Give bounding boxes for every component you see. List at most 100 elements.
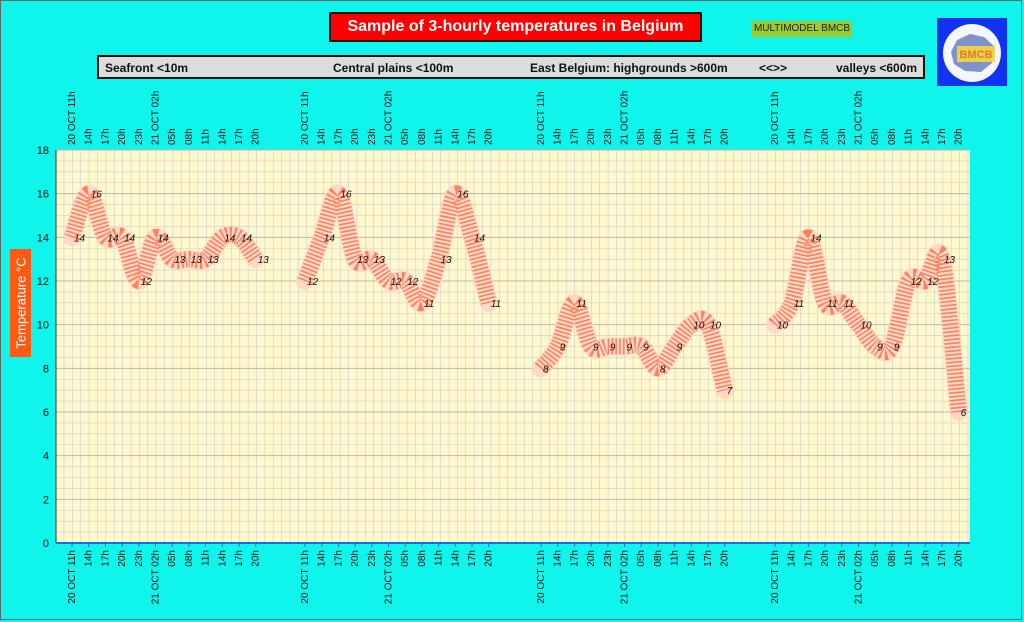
x-tick-label-top: 20h <box>350 128 361 145</box>
region-legend-bar: Seafront <10m Central plains <100m East … <box>97 55 925 79</box>
x-tick-label-top: 05h <box>870 128 881 145</box>
legend-east-belgium: East Belgium: highgrounds >600m <box>530 61 728 75</box>
x-tick-label-bottom: 08h <box>653 550 664 567</box>
x-tick-label-bottom: 17h <box>100 550 111 567</box>
x-tick-label-bottom: 17h <box>803 550 814 567</box>
x-tick-label-bottom: 23h <box>134 550 145 567</box>
x-tick-label-top: 20h <box>251 128 262 145</box>
x-tick-label-bottom: 14h <box>686 550 697 567</box>
logo-text: BMCB <box>960 49 993 61</box>
y-tick-label: 0 <box>43 538 49 550</box>
data-label: 8 <box>543 364 549 375</box>
x-tick-label-bottom: 20 OCT 11h <box>300 550 311 604</box>
data-label: 14 <box>158 233 170 244</box>
x-tick-label-bottom: 14h <box>450 550 461 567</box>
x-tick-label-top: 17h <box>569 128 580 145</box>
model-badge: MULTIMODEL BMCB <box>752 21 852 37</box>
x-tick-label-top: 20 OCT 11h <box>536 91 547 145</box>
data-label: 9 <box>677 343 683 354</box>
x-tick-label-bottom: 20 OCT 11h <box>536 550 547 604</box>
data-label: 11 <box>576 299 586 310</box>
data-label: 10 <box>777 321 789 332</box>
x-tick-label-top: 21 OCT 02h <box>384 91 395 145</box>
y-tick-label: 12 <box>37 276 49 288</box>
data-label: 13 <box>191 255 203 266</box>
x-tick-label-top: 14h <box>686 128 697 145</box>
data-label: 13 <box>258 255 270 266</box>
x-tick-label-bottom: 20 OCT 11h <box>770 550 781 604</box>
data-label: 11 <box>491 299 501 310</box>
y-tick-label: 4 <box>43 451 49 463</box>
y-tick-label: 16 <box>37 189 49 201</box>
data-label: 9 <box>593 343 599 354</box>
x-tick-label-bottom: 23h <box>367 550 378 567</box>
x-tick-label-bottom: 17h <box>234 550 245 567</box>
legend-arrows: <<>> <box>759 61 788 75</box>
x-tick-label-bottom: 08h <box>184 550 195 567</box>
x-tick-label-top: 20h <box>954 128 965 145</box>
data-label: 11 <box>827 299 837 310</box>
data-label: 12 <box>141 277 153 288</box>
x-tick-label-top: 23h <box>367 128 378 145</box>
data-label: 13 <box>208 255 220 266</box>
data-label: 14 <box>474 233 486 244</box>
x-tick-label-top: 20 OCT 11h <box>770 91 781 145</box>
x-tick-label-bottom: 17h <box>937 550 948 567</box>
data-label: 13 <box>357 255 369 266</box>
x-tick-label-top: 11h <box>670 129 681 145</box>
x-tick-label-top: 20 OCT 11h <box>67 91 78 145</box>
data-label: 16 <box>91 190 103 201</box>
x-tick-label-bottom: 21 OCT 02h <box>151 550 162 604</box>
data-label: 13 <box>441 255 453 266</box>
data-label: 16 <box>340 190 352 201</box>
y-tick-label: 8 <box>43 363 49 375</box>
data-label: 9 <box>560 343 566 354</box>
x-tick-label-top: 17h <box>803 128 814 145</box>
chart-title: Sample of 3-hourly temperatures in Belgi… <box>329 12 702 42</box>
x-tick-label-bottom: 14h <box>787 550 798 567</box>
data-label: 12 <box>911 277 923 288</box>
x-tick-label-top: 20h <box>117 128 128 145</box>
x-tick-label-top: 23h <box>603 128 614 145</box>
x-tick-label-bottom: 11h <box>434 550 445 566</box>
x-tick-label-top: 17h <box>333 128 344 145</box>
x-tick-label-top: 21 OCT 02h <box>620 91 631 145</box>
data-label: 14 <box>324 233 336 244</box>
x-tick-label-bottom: 20h <box>484 550 495 567</box>
x-tick-label-top: 11h <box>201 129 212 145</box>
data-label: 6 <box>961 408 967 419</box>
series-line <box>534 294 733 393</box>
x-tick-label-top: 14h <box>450 128 461 145</box>
x-tick-label-top: 17h <box>467 128 478 145</box>
y-tick-label: 18 <box>37 145 49 157</box>
x-tick-label-bottom: 14h <box>317 550 328 567</box>
x-tick-label-bottom: 20h <box>350 550 361 567</box>
x-tick-label-top: 05h <box>400 128 411 145</box>
x-tick-label-bottom: 23h <box>837 550 848 567</box>
data-label: 14 <box>107 233 119 244</box>
x-tick-label-top: 17h <box>703 128 714 145</box>
x-tick-label-bottom: 20h <box>117 550 128 567</box>
data-label: 13 <box>374 255 386 266</box>
x-tick-label-bottom: 08h <box>417 550 428 567</box>
x-tick-label-bottom: 21 OCT 02h <box>854 550 865 604</box>
x-tick-label-top: 20h <box>820 128 831 145</box>
x-tick-label-top: 14h <box>84 128 95 145</box>
data-label: 9 <box>894 343 900 354</box>
x-tick-label-bottom: 05h <box>400 550 411 567</box>
x-tick-label-top: 23h <box>134 128 145 145</box>
data-label: 14 <box>224 233 236 244</box>
bmcb-logo: BMCB <box>937 18 1007 86</box>
x-tick-label-top: 08h <box>653 128 664 145</box>
x-tick-label-top: 11h <box>904 129 915 145</box>
data-label: 9 <box>610 343 616 354</box>
x-tick-label-top: 14h <box>317 128 328 145</box>
legend-seafront: Seafront <10m <box>105 61 189 75</box>
x-tick-label-bottom: 14h <box>553 550 564 567</box>
legend-valleys: valleys <600m <box>836 61 918 75</box>
x-tick-label-top: 05h <box>636 128 647 145</box>
x-tick-label-top: 17h <box>937 128 948 145</box>
x-tick-label-bottom: 20h <box>720 550 731 567</box>
